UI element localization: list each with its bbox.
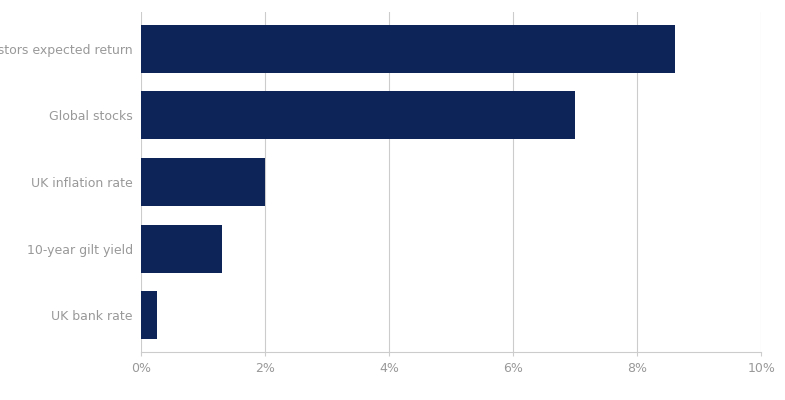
Bar — [141, 91, 575, 139]
Bar — [141, 25, 674, 73]
Bar — [141, 158, 265, 206]
Bar — [141, 225, 222, 273]
Bar — [141, 291, 157, 339]
